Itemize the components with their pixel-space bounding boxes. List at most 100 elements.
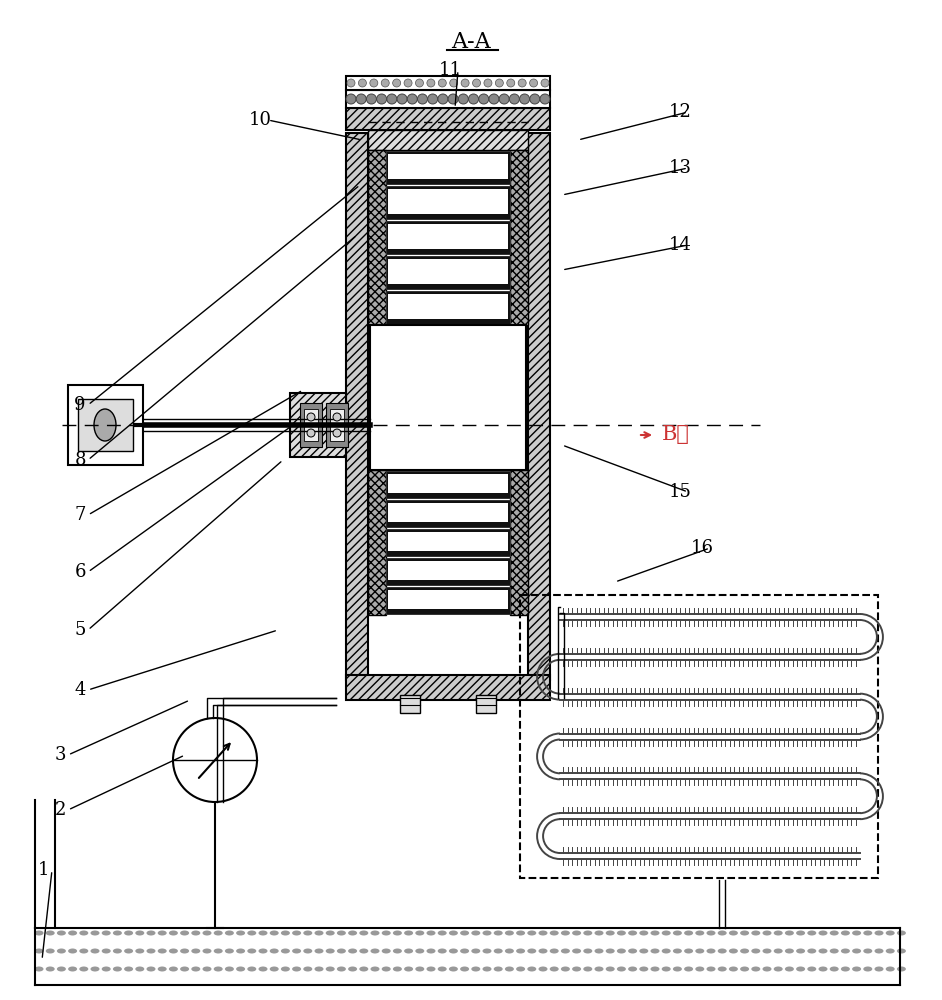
- Ellipse shape: [191, 930, 201, 936]
- Ellipse shape: [830, 930, 838, 936]
- Ellipse shape: [528, 966, 536, 972]
- Ellipse shape: [157, 930, 167, 936]
- Ellipse shape: [269, 948, 279, 954]
- Ellipse shape: [136, 930, 144, 936]
- Circle shape: [307, 429, 315, 437]
- Ellipse shape: [315, 930, 323, 936]
- Ellipse shape: [550, 930, 559, 936]
- Bar: [326, 403, 348, 447]
- Bar: [388, 294, 508, 319]
- Ellipse shape: [157, 966, 167, 972]
- Bar: [300, 403, 322, 447]
- Circle shape: [346, 94, 356, 104]
- Ellipse shape: [326, 948, 334, 954]
- Bar: [388, 189, 508, 214]
- Circle shape: [438, 79, 447, 87]
- Bar: [346, 133, 368, 680]
- Ellipse shape: [773, 930, 783, 936]
- Bar: [388, 474, 508, 493]
- Ellipse shape: [762, 966, 771, 972]
- Ellipse shape: [807, 966, 817, 972]
- Bar: [388, 503, 508, 522]
- Circle shape: [404, 79, 412, 87]
- Bar: [370, 325, 526, 470]
- Ellipse shape: [349, 930, 357, 936]
- Ellipse shape: [819, 948, 827, 954]
- Ellipse shape: [460, 948, 469, 954]
- Ellipse shape: [113, 948, 122, 954]
- Circle shape: [358, 79, 366, 87]
- Ellipse shape: [583, 930, 593, 936]
- Text: 6: 6: [74, 563, 86, 581]
- Ellipse shape: [326, 930, 334, 936]
- Ellipse shape: [79, 930, 89, 936]
- Ellipse shape: [651, 966, 659, 972]
- Circle shape: [529, 94, 540, 104]
- Ellipse shape: [180, 966, 189, 972]
- Ellipse shape: [482, 948, 492, 954]
- Text: 16: 16: [690, 539, 713, 557]
- Ellipse shape: [550, 966, 559, 972]
- Circle shape: [495, 79, 503, 87]
- Bar: [346, 76, 550, 90]
- Ellipse shape: [494, 948, 503, 954]
- Ellipse shape: [203, 948, 212, 954]
- Ellipse shape: [359, 948, 368, 954]
- Ellipse shape: [684, 948, 693, 954]
- Bar: [510, 150, 528, 325]
- Ellipse shape: [359, 966, 368, 972]
- Ellipse shape: [393, 966, 402, 972]
- Ellipse shape: [606, 930, 615, 936]
- Ellipse shape: [560, 948, 570, 954]
- Ellipse shape: [349, 966, 357, 972]
- Ellipse shape: [673, 966, 682, 972]
- Bar: [368, 150, 386, 325]
- Bar: [330, 409, 344, 441]
- Ellipse shape: [225, 948, 234, 954]
- Ellipse shape: [841, 930, 850, 936]
- Ellipse shape: [762, 930, 771, 936]
- Ellipse shape: [594, 930, 604, 936]
- Ellipse shape: [773, 966, 783, 972]
- Ellipse shape: [606, 966, 615, 972]
- Ellipse shape: [460, 930, 469, 936]
- Ellipse shape: [415, 948, 424, 954]
- Ellipse shape: [136, 966, 144, 972]
- Bar: [346, 675, 550, 700]
- Ellipse shape: [258, 930, 268, 936]
- Bar: [368, 470, 386, 615]
- Ellipse shape: [102, 948, 111, 954]
- Ellipse shape: [819, 966, 827, 972]
- Circle shape: [415, 79, 424, 87]
- Ellipse shape: [572, 930, 581, 936]
- Bar: [68, 385, 143, 465]
- Ellipse shape: [695, 966, 705, 972]
- Ellipse shape: [583, 948, 593, 954]
- Ellipse shape: [819, 930, 827, 936]
- Bar: [388, 224, 508, 249]
- Ellipse shape: [874, 966, 884, 972]
- Ellipse shape: [482, 966, 492, 972]
- Ellipse shape: [102, 930, 111, 936]
- Ellipse shape: [337, 966, 346, 972]
- Ellipse shape: [651, 948, 659, 954]
- Ellipse shape: [617, 930, 625, 936]
- Ellipse shape: [359, 930, 368, 936]
- Ellipse shape: [785, 930, 794, 936]
- Ellipse shape: [572, 966, 581, 972]
- Text: 13: 13: [669, 159, 691, 177]
- Ellipse shape: [617, 948, 625, 954]
- Circle shape: [347, 79, 355, 87]
- Bar: [386, 558, 510, 585]
- Circle shape: [484, 79, 492, 87]
- Ellipse shape: [718, 948, 726, 954]
- Ellipse shape: [292, 966, 301, 972]
- Ellipse shape: [706, 948, 716, 954]
- Ellipse shape: [180, 948, 189, 954]
- Ellipse shape: [225, 966, 234, 972]
- Circle shape: [173, 718, 257, 802]
- Ellipse shape: [248, 930, 256, 936]
- Ellipse shape: [471, 930, 480, 936]
- Circle shape: [540, 94, 550, 104]
- Bar: [290, 393, 346, 457]
